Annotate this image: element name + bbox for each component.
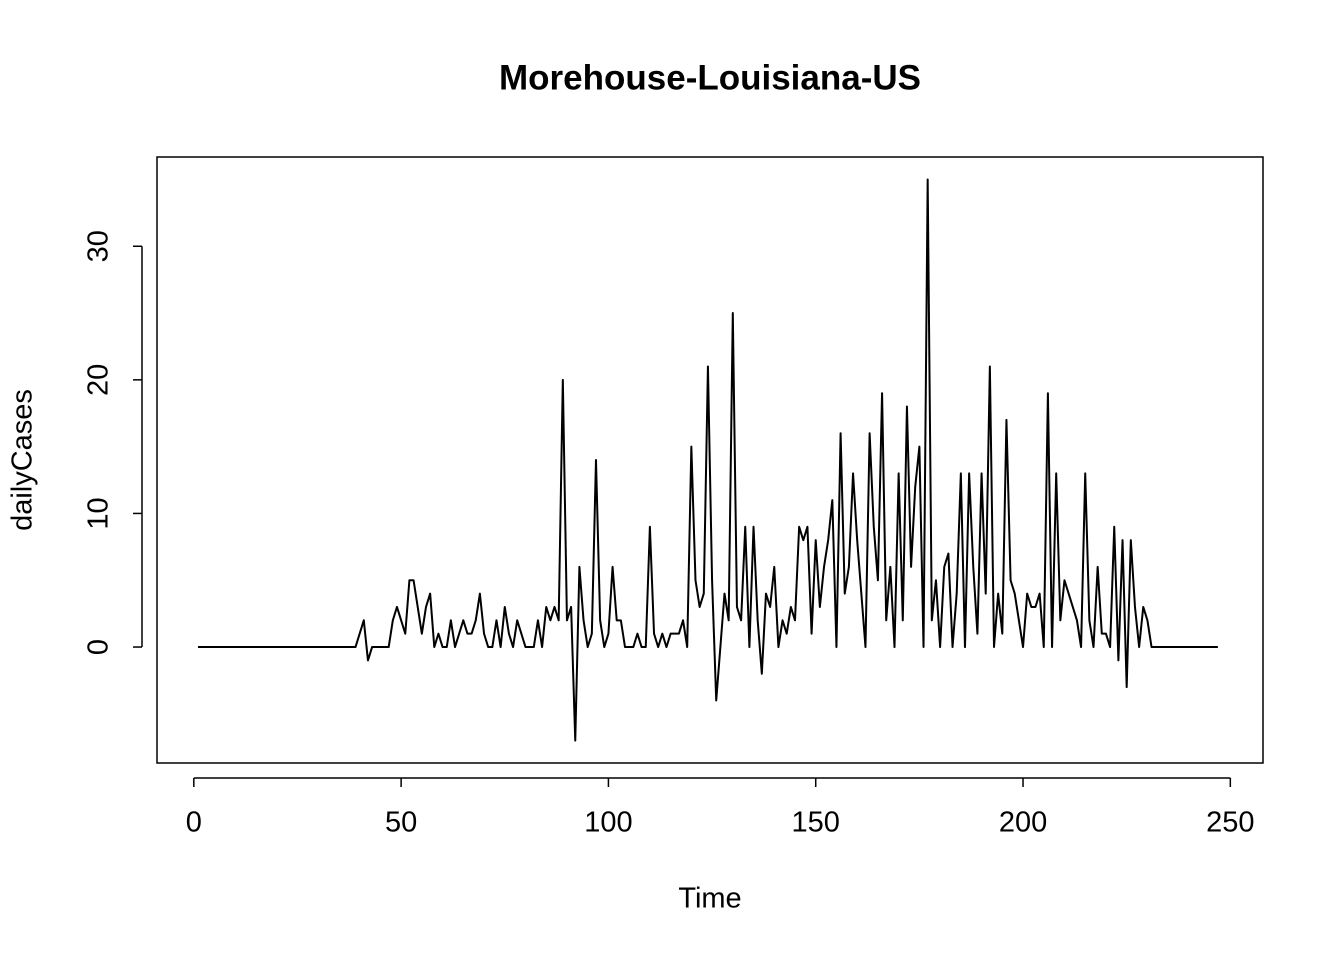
x-tick-label: 250 [1206, 807, 1254, 839]
x-axis-label: Time [678, 883, 741, 915]
chart-title: Morehouse-Louisiana-US [499, 58, 921, 97]
data-line [197, 178, 1218, 742]
x-tick-label: 150 [792, 807, 840, 839]
y-tick-label: 0 [83, 639, 115, 655]
y-tick-label: 20 [83, 364, 115, 396]
x-tick-label: 50 [385, 807, 417, 839]
plot-frame [156, 156, 1264, 764]
y-tick-label: 30 [83, 230, 115, 262]
y-axis-label: dailyCases [7, 389, 39, 531]
y-tick-label: 10 [83, 497, 115, 529]
x-tick-label: 0 [186, 807, 202, 839]
x-tick-label: 100 [584, 807, 632, 839]
x-tick-label: 200 [999, 807, 1047, 839]
